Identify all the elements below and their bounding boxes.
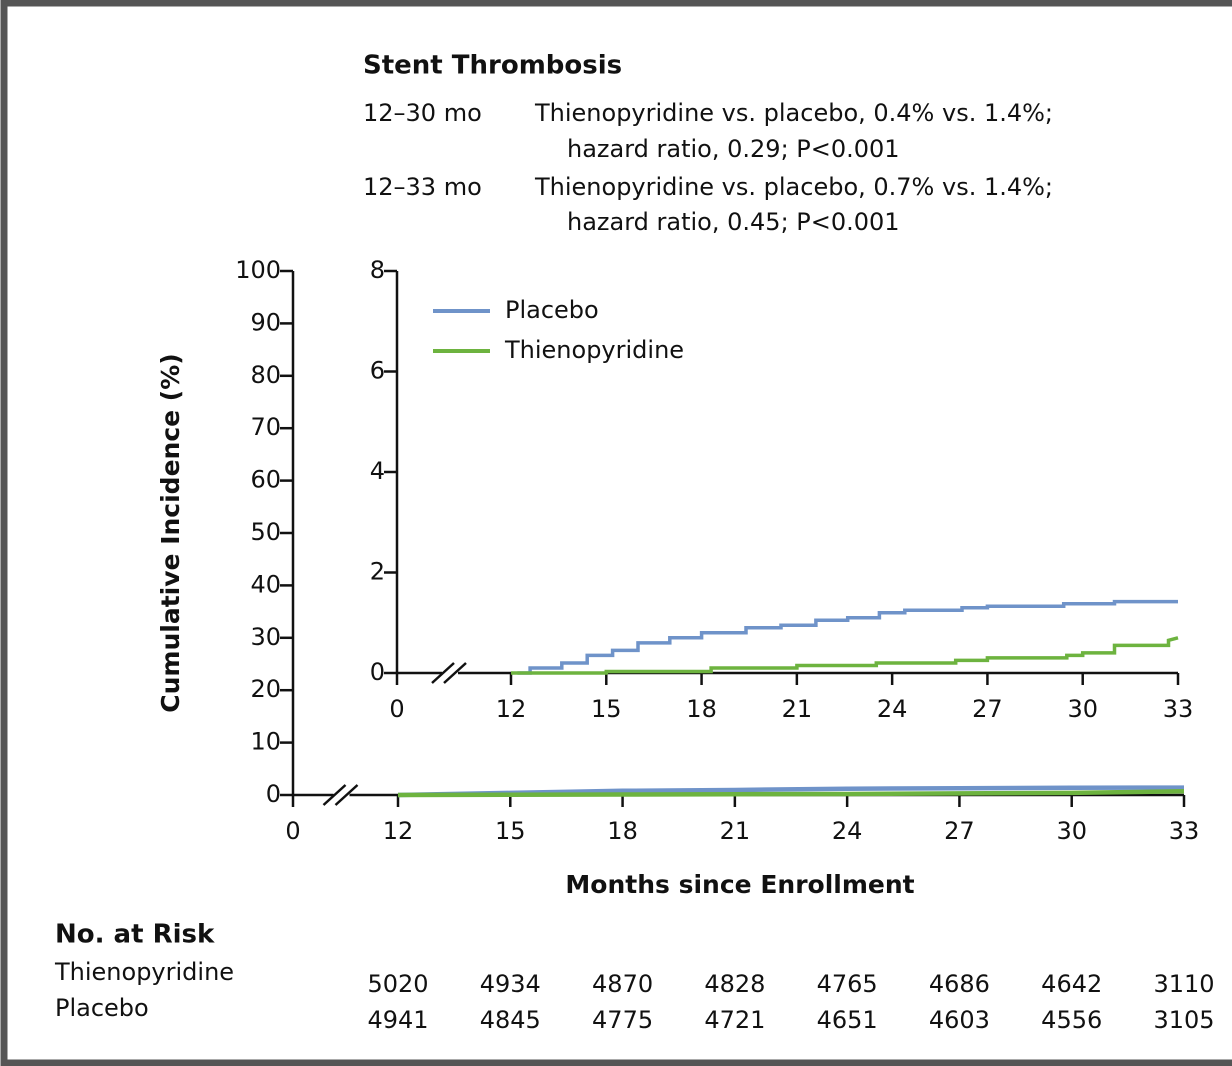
x-tick-label: 0 <box>389 695 404 723</box>
annotation: Thienopyridine vs. placebo, 0.7% vs. 1.4… <box>534 173 1053 201</box>
y-tick-label: 100 <box>235 256 281 284</box>
x-tick-label: 24 <box>877 695 908 723</box>
x-tick-label: 18 <box>686 695 717 723</box>
x-tick-label: 27 <box>944 817 975 845</box>
x-tick-label: 33 <box>1169 817 1200 845</box>
annotation-period: 12–33 mo <box>363 173 482 201</box>
series-line <box>397 789 1185 798</box>
x-tick-label: 18 <box>607 817 638 845</box>
y-tick-label: 2 <box>370 558 385 586</box>
risk-count: 4651 <box>817 1006 878 1034</box>
axis-break <box>431 662 455 684</box>
y-tick-label: 60 <box>250 466 281 494</box>
risk-count: 4870 <box>592 970 653 998</box>
legend-label: Placebo <box>505 296 599 324</box>
risk-count: 4828 <box>704 970 765 998</box>
y-tick-label: 20 <box>250 675 281 703</box>
y-tick-label: 80 <box>250 361 281 389</box>
risk-count: 3110 <box>1153 970 1214 998</box>
x-tick-label: 30 <box>1067 695 1098 723</box>
annotation: hazard ratio, 0.45; P<0.001 <box>567 208 900 236</box>
y-tick-label: 10 <box>250 728 281 756</box>
series-line <box>517 599 1178 675</box>
x-tick-label: 33 <box>1163 695 1194 723</box>
inset-title: Stent Thrombosis <box>363 51 622 81</box>
axis-break <box>322 784 347 806</box>
y-tick-label: 0 <box>370 658 385 686</box>
x-tick-label: 30 <box>1056 817 1087 845</box>
risk-count: 4934 <box>480 970 541 998</box>
x-tick-label: 27 <box>972 695 1003 723</box>
risk-count: 4686 <box>929 970 990 998</box>
annotation: Thienopyridine vs. placebo, 0.4% vs. 1.4… <box>534 99 1053 127</box>
x-tick-label: 0 <box>285 817 300 845</box>
x-tick-label: 24 <box>832 817 863 845</box>
x-tick-label: 21 <box>720 817 751 845</box>
x-tick-label: 15 <box>495 817 526 845</box>
y-tick-label: 4 <box>370 457 385 485</box>
y-tick-label: 30 <box>250 623 281 651</box>
series-line <box>511 636 1179 675</box>
x-tick-label: 12 <box>496 695 527 723</box>
risk-count: 4845 <box>480 1006 541 1034</box>
y-axis-label: Cumulative Incidence (%) <box>156 353 185 712</box>
y-tick-label: 50 <box>250 518 281 546</box>
y-tick-label: 8 <box>370 256 385 284</box>
risk-count: 4556 <box>1041 1006 1102 1034</box>
risk-count: 4765 <box>817 970 878 998</box>
axis-break <box>334 784 359 806</box>
y-tick-label: 70 <box>250 413 281 441</box>
annotation: hazard ratio, 0.29; P<0.001 <box>567 135 900 163</box>
legend-label: Thienopyridine <box>504 336 684 364</box>
risk-count: 4603 <box>929 1006 990 1034</box>
axis-break <box>443 662 467 684</box>
x-tick-label: 15 <box>591 695 622 723</box>
risk-title: No. at Risk <box>55 920 215 950</box>
y-tick-label: 0 <box>266 780 281 808</box>
risk-count: 4721 <box>704 1006 765 1034</box>
risk-count: 4941 <box>367 1006 428 1034</box>
risk-row-name: Thienopyridine <box>54 958 234 986</box>
risk-count: 5020 <box>367 970 428 998</box>
risk-count: 3105 <box>1153 1006 1214 1034</box>
x-tick-label: 21 <box>782 695 813 723</box>
x-tick-label: 12 <box>383 817 414 845</box>
x-axis-label: Months since Enrollment <box>565 870 914 899</box>
y-tick-label: 40 <box>250 570 281 598</box>
y-tick-label: 6 <box>370 357 385 385</box>
risk-count: 4775 <box>592 1006 653 1034</box>
risk-row-name: Placebo <box>55 994 149 1022</box>
y-tick-label: 90 <box>250 308 281 336</box>
annotation-period: 12–30 mo <box>363 99 482 127</box>
risk-count: 4642 <box>1041 970 1102 998</box>
